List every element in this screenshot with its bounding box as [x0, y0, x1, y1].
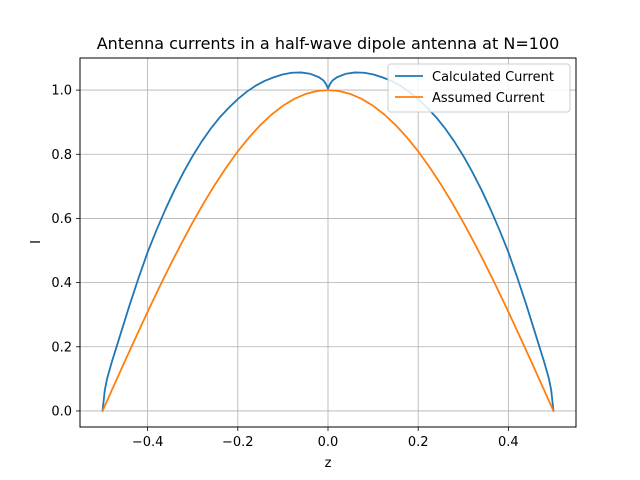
legend-box	[387, 63, 571, 113]
y-axis-label: I	[29, 240, 44, 244]
x-tick-label: 0.0	[318, 435, 339, 450]
series-line-0	[101, 71, 555, 412]
series-line-1	[101, 89, 555, 412]
legend: Calculated Current Assumed Current	[387, 63, 571, 113]
y-tick-label: 0.4	[51, 276, 72, 291]
chart-title: Antenna currents in a half-wave dipole a…	[97, 34, 560, 53]
x-tick-label: 0.4	[498, 435, 519, 450]
x-ticks: −0.4 −0.2 0.0 0.2 0.4	[132, 427, 519, 450]
y-tick-label: 0.8	[51, 148, 72, 163]
y-tick-label: 1.0	[51, 84, 72, 99]
y-ticks: 0.0 0.2 0.4 0.6 0.8 1.0	[51, 84, 80, 419]
y-tick-label: 0.2	[51, 340, 72, 355]
legend-label-assumed: Assumed Current	[432, 91, 545, 106]
y-tick-label: 0.0	[51, 404, 72, 419]
series-layer	[101, 71, 555, 412]
x-tick-label: −0.4	[132, 435, 164, 450]
x-axis-label: z	[325, 456, 332, 471]
legend-label-calculated: Calculated Current	[432, 70, 554, 85]
x-tick-label: 0.2	[408, 435, 429, 450]
y-tick-label: 0.6	[51, 212, 72, 227]
x-tick-label: −0.2	[222, 435, 254, 450]
